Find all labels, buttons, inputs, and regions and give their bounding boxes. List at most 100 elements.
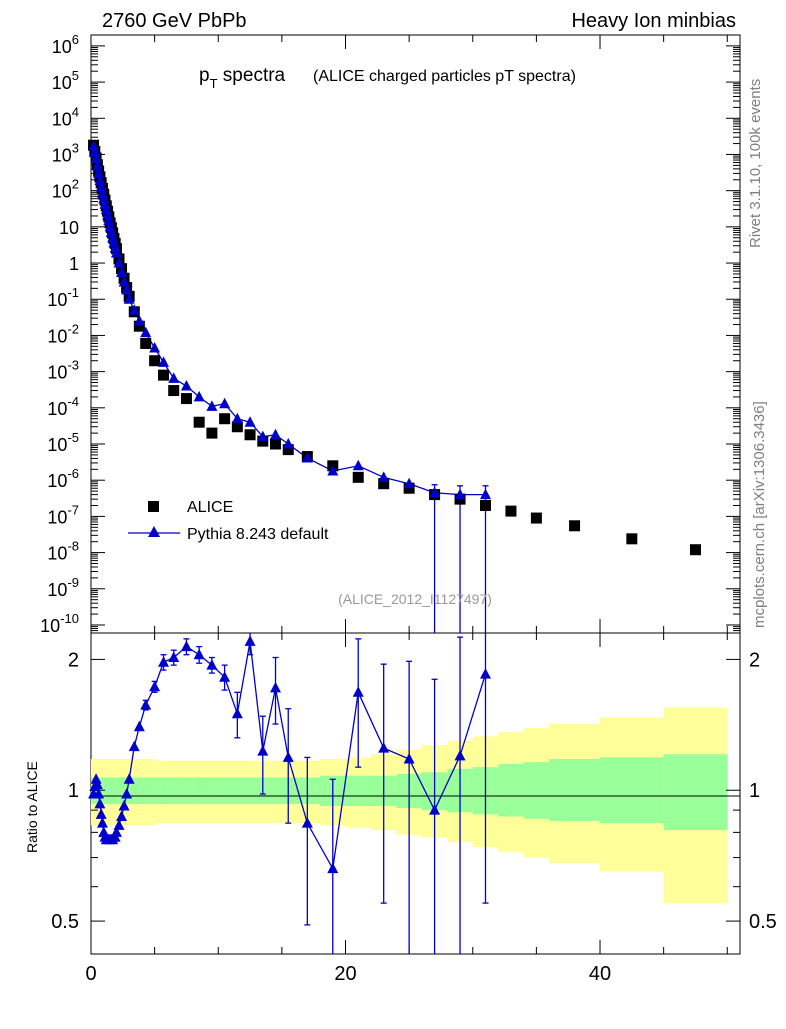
mc-point: [378, 471, 390, 482]
mc-point: [257, 430, 269, 442]
alice-point: [505, 505, 517, 517]
alice-point: [479, 499, 491, 511]
alice-point: [180, 393, 192, 405]
band-inner-bin: [498, 763, 524, 817]
mc-point: [168, 372, 180, 383]
ratio-point: [95, 808, 107, 819]
ratio-point: [257, 745, 269, 756]
mc-point: [479, 488, 491, 500]
mc-point: [104, 220, 116, 232]
mc-point: [403, 477, 415, 489]
alice-point: [140, 337, 152, 349]
mc-point: [116, 266, 128, 277]
rivet-label: Rivet 3.1.10, 100k events: [747, 79, 764, 248]
legend-mc-label: Pythia 8.243 default: [187, 526, 329, 543]
mc-point: [94, 174, 106, 186]
title-detail: (ALICE charged particles pT spectra): [313, 68, 576, 85]
y-tick-label: 10-5: [47, 430, 79, 455]
ratio-point: [140, 699, 152, 710]
mc-point: [89, 146, 101, 157]
ratio-point: [193, 648, 205, 660]
ratio-ylabel: Ratio to ALICE: [24, 761, 40, 853]
y-tick-label: 10-8: [47, 539, 79, 564]
mc-point: [231, 412, 243, 424]
y-tick-label: 10-6: [47, 466, 79, 491]
alice-point: [149, 355, 161, 367]
band-inner-bin: [192, 777, 206, 804]
alice-point: [231, 421, 243, 433]
alice-point: [378, 478, 390, 490]
mc-point: [105, 226, 117, 237]
mc-point: [121, 284, 133, 295]
band-inner-bin: [129, 777, 143, 804]
mc-point: [98, 192, 110, 204]
mc-point: [180, 380, 192, 391]
mc-point: [282, 438, 294, 449]
band-inner-bin: [230, 777, 245, 804]
y-tick-label: 104: [52, 104, 79, 129]
ratio-point: [327, 862, 339, 874]
ratio-point: [231, 707, 243, 719]
ratio-point: [133, 720, 145, 732]
ratio-data-series: [88, 633, 491, 954]
analysis-label: (ALICE_2012_I1127497): [338, 591, 492, 607]
band-inner-bin: [345, 775, 372, 806]
mc-point: [96, 187, 108, 198]
ratio-point: [454, 749, 466, 761]
ratio-point: [244, 635, 256, 646]
mc-point: [219, 397, 231, 409]
y-tick-label: 102: [52, 177, 79, 202]
mc-point: [327, 464, 339, 476]
band-inner-bin: [205, 777, 219, 804]
y-tick-label: 106: [52, 32, 79, 57]
ratio-y-tick-label-right: 2: [749, 649, 760, 671]
ratio-point: [352, 686, 364, 697]
ratio-point: [121, 788, 133, 799]
band-inner-bin: [154, 777, 168, 804]
alice-point: [530, 512, 542, 524]
y-tick-label: 10-9: [47, 575, 79, 600]
ratio-y-tick-label: 0.5: [51, 911, 79, 933]
plot-title: pT spectra (ALICE charged particles pT s…: [199, 65, 576, 91]
mc-point: [158, 356, 170, 367]
band-inner-bin: [600, 757, 664, 824]
ratio-point: [128, 740, 140, 752]
mc-point: [110, 246, 122, 258]
band-inner-bin: [103, 777, 117, 804]
main-data-series: [88, 139, 701, 633]
ratio-point: [180, 640, 192, 652]
ratio-point: [96, 817, 108, 828]
mc-point: [95, 181, 107, 192]
band-inner-bin: [243, 777, 257, 804]
alice-point: [133, 320, 145, 332]
title-spectra: spectra: [218, 65, 286, 86]
header-right: Heavy Ion minbias: [571, 10, 736, 32]
mc-point: [149, 341, 161, 353]
mc-point: [128, 304, 140, 315]
mc-point: [102, 209, 114, 220]
mc-point: [88, 140, 100, 151]
band-inner-bin: [663, 754, 728, 831]
ratio-point: [282, 751, 294, 762]
alice-point: [282, 444, 294, 456]
mcplots-label: mcplots.cern.ch [arXiv:1306.3436]: [751, 401, 768, 628]
mc-point: [123, 293, 135, 304]
band-inner-bin: [180, 777, 194, 804]
alice-point: [270, 438, 282, 450]
y-tick-label: 1: [69, 254, 79, 274]
ratio-point: [91, 778, 103, 790]
alice-point: [244, 429, 256, 441]
mc-point: [93, 167, 105, 178]
band-inner-bin: [549, 758, 601, 821]
title-p: p: [199, 65, 210, 86]
alice-point: [403, 482, 415, 494]
y-tick-label: 10-10: [40, 611, 79, 636]
ratio-point: [378, 742, 390, 753]
alice-point: [352, 471, 364, 483]
mc-point: [193, 390, 205, 402]
x-tick-label: 40: [589, 963, 611, 985]
mc-point: [118, 275, 130, 287]
legend-mc-marker: [148, 526, 160, 537]
x-tick-label: 20: [334, 963, 356, 985]
